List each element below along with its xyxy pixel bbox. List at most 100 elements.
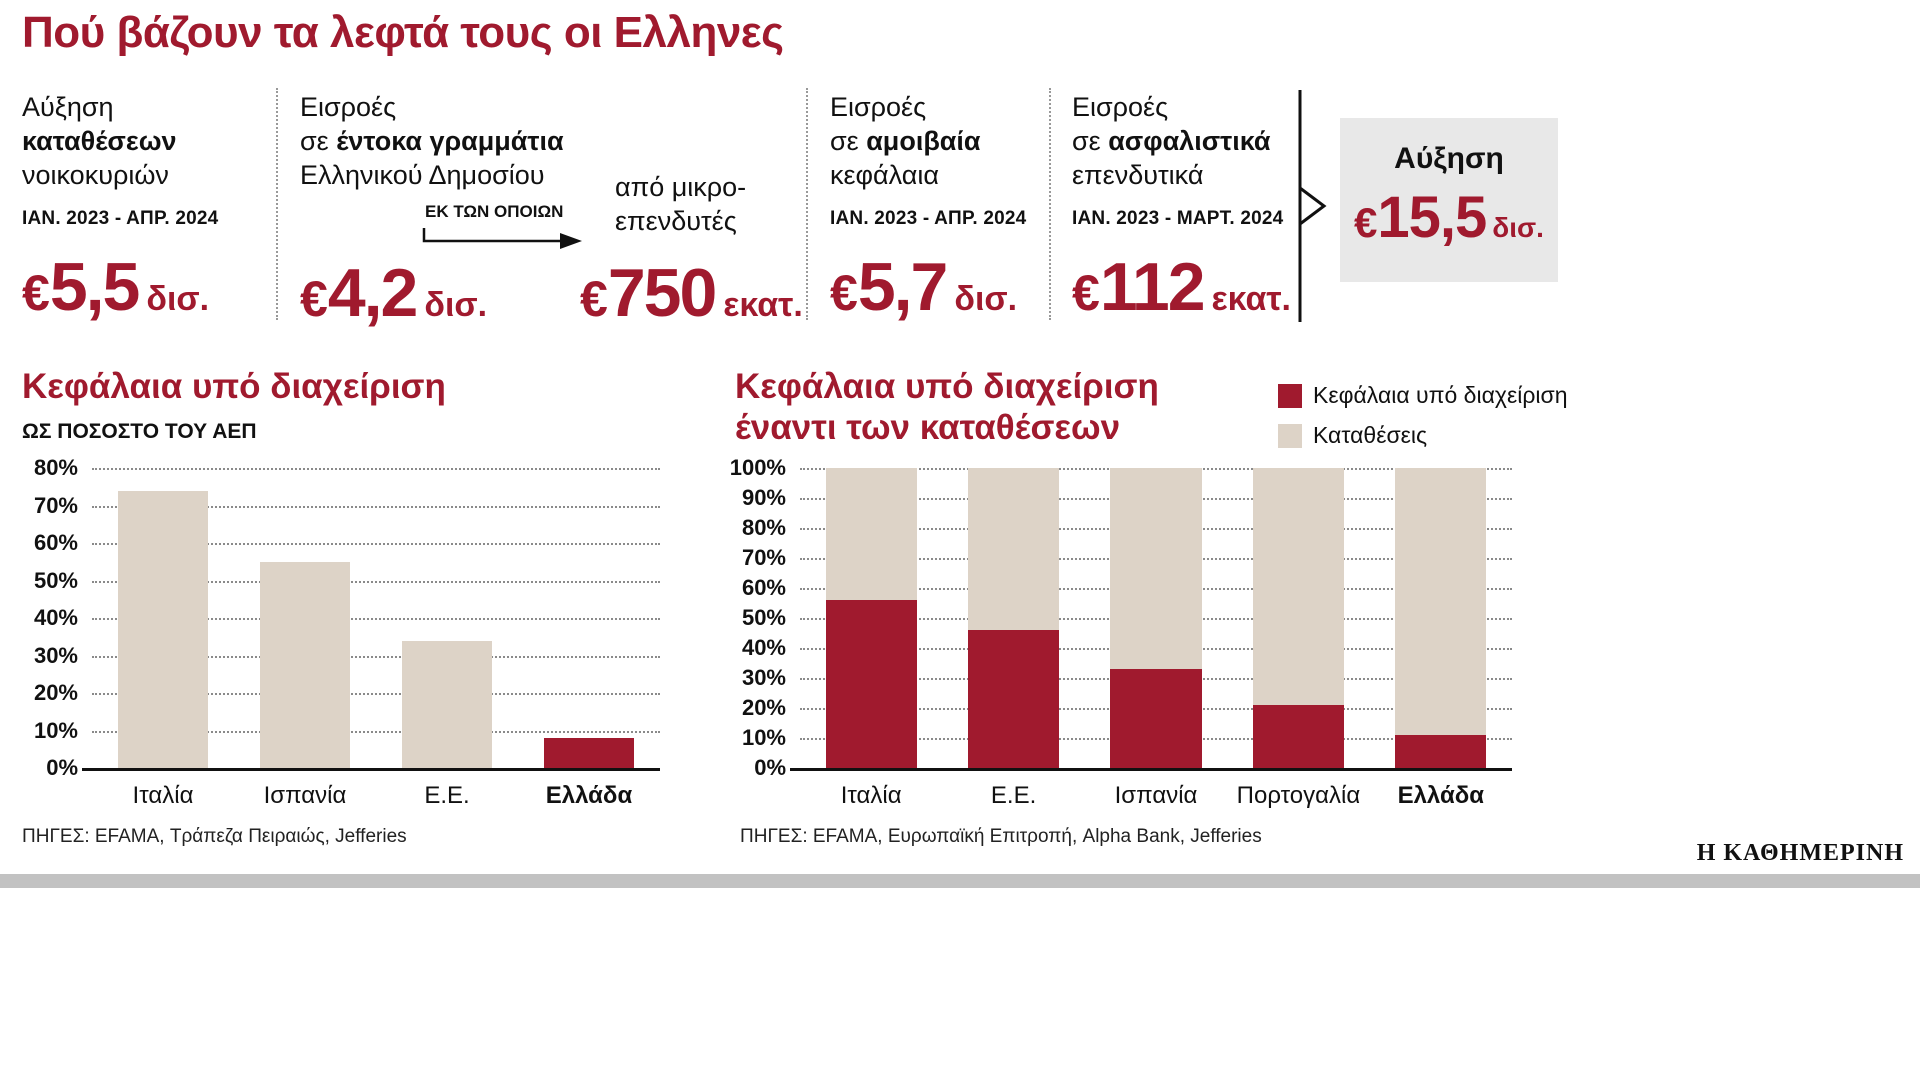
micro-investors-line: από μικρο- xyxy=(615,172,747,202)
stat-label-line: Εισροές xyxy=(1072,92,1169,122)
stat-label-line: κεφάλαια xyxy=(830,160,939,190)
x-axis-label: Ελλάδα xyxy=(1397,782,1485,809)
bar-Ε.Ε. xyxy=(401,640,493,768)
stat-sub-amount: 750 xyxy=(607,255,717,331)
stat-label: Εισροές σε αμοιβαία κεφάλαια xyxy=(830,90,1050,192)
currency-symbol: € xyxy=(300,271,328,327)
stat-unit: δισ. xyxy=(146,280,210,318)
x-axis-label: Ελλάδα xyxy=(545,782,633,809)
y-axis-tick: 30% xyxy=(741,665,786,690)
bar-Ισπανία xyxy=(259,561,351,768)
y-axis-tick: 30% xyxy=(33,642,78,668)
segment-Πορτογαλία xyxy=(1252,705,1344,768)
brace-bracket-icon xyxy=(1298,90,1327,322)
gridline xyxy=(92,543,660,545)
currency-symbol: € xyxy=(580,271,608,327)
bar-slot xyxy=(1227,468,1369,768)
dotted-separator xyxy=(806,88,808,320)
y-axis-tick: 80% xyxy=(741,515,786,540)
y-axis-tick: 60% xyxy=(33,530,78,555)
stat-label-line: Αύξηση xyxy=(22,92,114,122)
stat-label-line: Εισροές xyxy=(830,92,927,122)
chart-title: Κεφάλαια υπό διαχείριση έναντι των καταθ… xyxy=(735,366,1159,448)
legend-label: Κεφάλαια υπό διαχείριση xyxy=(1313,382,1568,408)
stat-period: ΙΑΝ. 2023 - ΜΑΡΤ. 2024 xyxy=(1072,208,1284,229)
stat-label-normal: σε xyxy=(830,126,867,156)
bar-slot xyxy=(518,468,660,768)
stat-label-line: επενδυτικά xyxy=(1072,160,1204,190)
stat-insurance-investments: Εισροές σε ασφαλιστικά επενδυτικά ΙΑΝ. 2… xyxy=(1072,90,1297,326)
x-axis-label: Ιταλία xyxy=(132,782,194,809)
stat-unit: δισ. xyxy=(954,280,1018,318)
stat-label-line: σε έντοκα γραμμάτια xyxy=(300,124,790,158)
segment-Ισπανία xyxy=(1110,669,1202,768)
segment-Ε.Ε. xyxy=(968,630,1060,768)
y-axis-tick: 0% xyxy=(754,755,786,780)
x-axis-label: Πορτογαλία xyxy=(1236,782,1361,809)
x-axis-baseline xyxy=(82,768,660,771)
stat-label-normal: σε xyxy=(1072,126,1109,156)
stacked-bar-Ελλάδα xyxy=(1395,468,1487,768)
x-axis-labels: Ιταλία Ισπανία Ε.Ε. Ελλάδα xyxy=(92,782,660,810)
bar-slot xyxy=(800,468,942,768)
stat-label-line: καταθέσεων xyxy=(22,124,272,158)
currency-symbol: € xyxy=(22,265,50,321)
stat-label-bold: έντοκα γραμμάτια xyxy=(336,126,564,156)
segment-Ελλάδα xyxy=(1395,468,1487,735)
y-axis-tick: 60% xyxy=(741,575,786,600)
stat-label-bold: καταθέσεων xyxy=(22,126,177,156)
stat-treasury-bills: Εισροές σε έντοκα γραμμάτια Ελληνικού Δη… xyxy=(300,90,803,331)
x-axis-labels: Ιταλία Ε.Ε. Ισπανία Πορτογαλία Ελλάδα xyxy=(800,782,1512,810)
gridline xyxy=(92,468,660,470)
stat-label-bold: ασφαλιστικά xyxy=(1108,126,1271,156)
stat-label-line: Εισροές xyxy=(300,92,397,122)
currency-symbol: € xyxy=(830,265,858,321)
bars-layer xyxy=(800,468,1512,768)
micro-investors-line: επενδυτές xyxy=(615,206,737,236)
legend-label: Καταθέσεις xyxy=(1313,422,1428,448)
segment-Ισπανία xyxy=(1110,468,1202,669)
x-axis-baseline xyxy=(790,768,1512,771)
stat-label-normal: σε xyxy=(300,126,337,156)
segment-Ελλάδα xyxy=(1395,735,1487,768)
bar-Ιταλία xyxy=(117,490,209,768)
bar-Ελλάδα xyxy=(543,738,635,768)
x-axis-label: Ε.Ε. xyxy=(424,782,470,809)
x-axis-label: Ε.Ε. xyxy=(990,782,1037,809)
stacked-bar-Πορτογαλία xyxy=(1252,468,1344,768)
stat-amount: 4,2 xyxy=(327,255,419,331)
stat-label-line: σε ασφαλιστικά xyxy=(1072,124,1297,158)
currency-symbol: € xyxy=(1072,265,1100,321)
y-axis-tick: 40% xyxy=(33,605,78,630)
stat-period: ΙΑΝ. 2023 - ΑΠΡ. 2024 xyxy=(830,208,1027,229)
newspaper-logo: Η ΚΑΘΗΜΕΡΙΝΗ xyxy=(1696,840,1904,866)
stat-unit: δισ. xyxy=(424,286,488,324)
bar-slot xyxy=(942,468,1084,768)
stat-deposits-increase: Αύξηση καταθέσεων νοικοκυριών ΙΑΝ. 2023 … xyxy=(22,90,272,326)
gridline xyxy=(92,505,660,508)
currency-symbol: € xyxy=(1354,199,1378,246)
stat-label-line: σε αμοιβαία xyxy=(830,124,1050,158)
y-axis-tick: 40% xyxy=(741,635,786,660)
y-axis-tick: 10% xyxy=(741,725,786,750)
total-increase-box: Αύξηση €15,5 δισ. xyxy=(1340,118,1558,282)
bar-slot xyxy=(1370,468,1512,768)
y-axis-tick: 70% xyxy=(741,545,786,570)
chart-title: Κεφάλαια υπό διαχείριση xyxy=(22,367,446,406)
y-axis-tick: 80% xyxy=(33,455,78,480)
stat-sub-unit: εκατ. xyxy=(723,286,803,324)
bar-slot xyxy=(234,468,376,768)
source-note: ΠΗΓΕΣ: EFAMA, Ευρωπαϊκή Επιτροπή, Alpha … xyxy=(740,826,1262,847)
stacked-bar-Ισπανία xyxy=(1110,468,1202,768)
chart-legend: Κεφάλαια υπό διαχείριση Καταθέσεις xyxy=(1278,382,1568,462)
total-label: Αύξηση xyxy=(1394,142,1504,175)
arrow-right-icon xyxy=(422,228,582,249)
stat-label: Εισροές σε έντοκα γραμμάτια Ελληνικού Δη… xyxy=(300,90,790,192)
x-axis-label: Ισπανία xyxy=(1114,782,1198,809)
segment-Ε.Ε. xyxy=(968,468,1060,630)
gridline xyxy=(92,618,660,620)
y-axis-tick: 70% xyxy=(33,492,78,518)
micro-investors-label: από μικρο- επενδυτές xyxy=(615,170,790,238)
y-axis-tick: 10% xyxy=(33,717,78,743)
stat-value: €5,7 δισ. xyxy=(830,248,1050,326)
